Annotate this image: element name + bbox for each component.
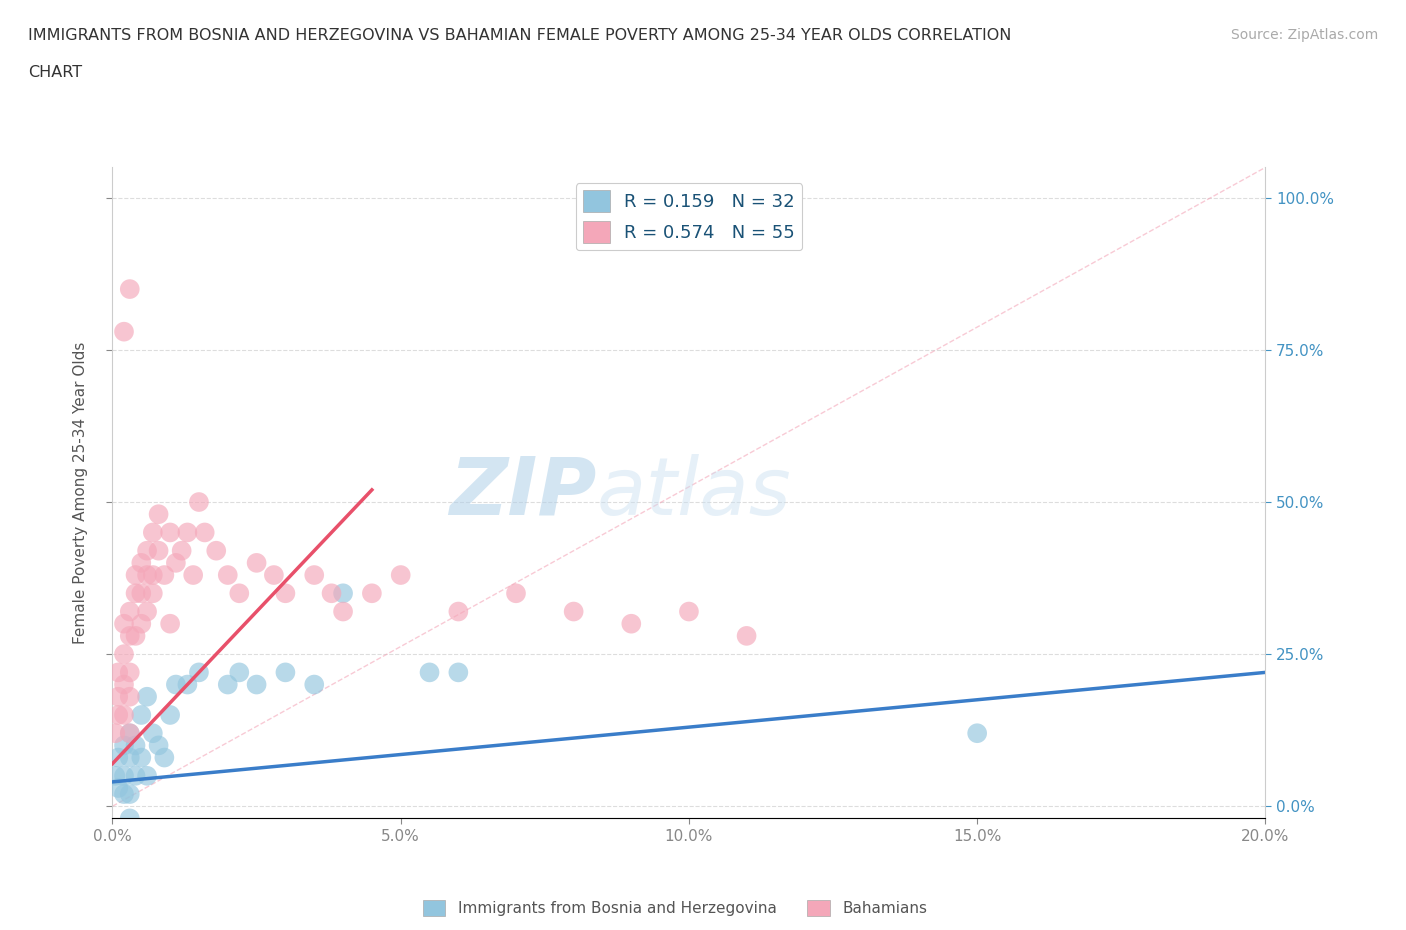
Legend: Immigrants from Bosnia and Herzegovina, Bahamians: Immigrants from Bosnia and Herzegovina, … <box>416 894 934 923</box>
Point <box>228 586 250 601</box>
Point <box>447 665 470 680</box>
Point <box>966 725 988 740</box>
Point <box>112 768 135 783</box>
Point <box>124 629 146 644</box>
Point <box>142 567 165 582</box>
Point <box>562 604 585 619</box>
Point <box>124 567 146 582</box>
Point <box>332 604 354 619</box>
Point <box>118 725 141 740</box>
Point <box>332 586 354 601</box>
Point <box>118 604 141 619</box>
Point <box>153 567 176 582</box>
Text: atlas: atlas <box>596 454 792 532</box>
Point <box>304 677 326 692</box>
Text: IMMIGRANTS FROM BOSNIA AND HERZEGOVINA VS BAHAMIAN FEMALE POVERTY AMONG 25-34 YE: IMMIGRANTS FROM BOSNIA AND HERZEGOVINA V… <box>28 28 1011 43</box>
Point <box>118 811 141 826</box>
Text: Source: ZipAtlas.com: Source: ZipAtlas.com <box>1230 28 1378 42</box>
Point <box>246 677 269 692</box>
Point <box>274 665 297 680</box>
Point <box>142 725 165 740</box>
Text: CHART: CHART <box>28 65 82 80</box>
Point <box>148 507 170 522</box>
Point <box>112 325 135 339</box>
Point <box>274 586 297 601</box>
Point <box>136 689 159 704</box>
Point <box>148 543 170 558</box>
Point <box>136 604 159 619</box>
Point <box>107 665 129 680</box>
Point <box>124 768 146 783</box>
Point <box>620 617 643 631</box>
Point <box>129 586 153 601</box>
Point <box>118 629 141 644</box>
Point <box>165 555 187 570</box>
Point <box>136 567 159 582</box>
Point <box>228 665 250 680</box>
Point <box>170 543 193 558</box>
Point <box>360 586 382 601</box>
Point <box>205 543 228 558</box>
Point <box>107 751 129 765</box>
Point <box>217 567 239 582</box>
Point <box>188 495 211 510</box>
Point <box>678 604 700 619</box>
Point <box>505 586 527 601</box>
Point <box>118 787 141 802</box>
Point <box>118 725 141 740</box>
Point <box>246 555 269 570</box>
Point <box>129 617 153 631</box>
Point <box>118 282 141 297</box>
Point <box>389 567 412 582</box>
Point <box>124 737 146 752</box>
Point <box>263 567 285 582</box>
Point <box>112 677 135 692</box>
Point <box>112 646 135 661</box>
Point <box>118 751 141 765</box>
Point <box>159 617 181 631</box>
Point <box>129 751 153 765</box>
Point <box>153 751 176 765</box>
Point <box>188 665 211 680</box>
Point <box>107 780 129 795</box>
Point <box>321 586 343 601</box>
Point <box>159 708 181 723</box>
Point <box>124 586 146 601</box>
Point <box>104 768 127 783</box>
Point <box>107 708 129 723</box>
Point <box>165 677 187 692</box>
Point <box>118 689 141 704</box>
Point <box>304 567 326 582</box>
Point <box>217 677 239 692</box>
Point <box>142 586 165 601</box>
Point <box>419 665 441 680</box>
Point <box>142 525 165 540</box>
Point <box>136 768 159 783</box>
Point <box>447 604 470 619</box>
Point <box>148 737 170 752</box>
Point <box>118 665 141 680</box>
Point <box>735 629 758 644</box>
Point <box>107 689 129 704</box>
Point <box>129 555 153 570</box>
Y-axis label: Female Poverty Among 25-34 Year Olds: Female Poverty Among 25-34 Year Olds <box>73 341 89 644</box>
Point <box>112 787 135 802</box>
Point <box>136 543 159 558</box>
Point <box>112 617 135 631</box>
Point <box>181 567 204 582</box>
Legend: R = 0.159   N = 32, R = 0.574   N = 55: R = 0.159 N = 32, R = 0.574 N = 55 <box>575 183 803 250</box>
Text: ZIP: ZIP <box>450 454 596 532</box>
Point <box>104 725 127 740</box>
Point <box>194 525 217 540</box>
Point <box>159 525 181 540</box>
Point <box>129 708 153 723</box>
Point <box>112 708 135 723</box>
Point <box>176 677 198 692</box>
Point <box>112 737 135 752</box>
Point <box>176 525 198 540</box>
